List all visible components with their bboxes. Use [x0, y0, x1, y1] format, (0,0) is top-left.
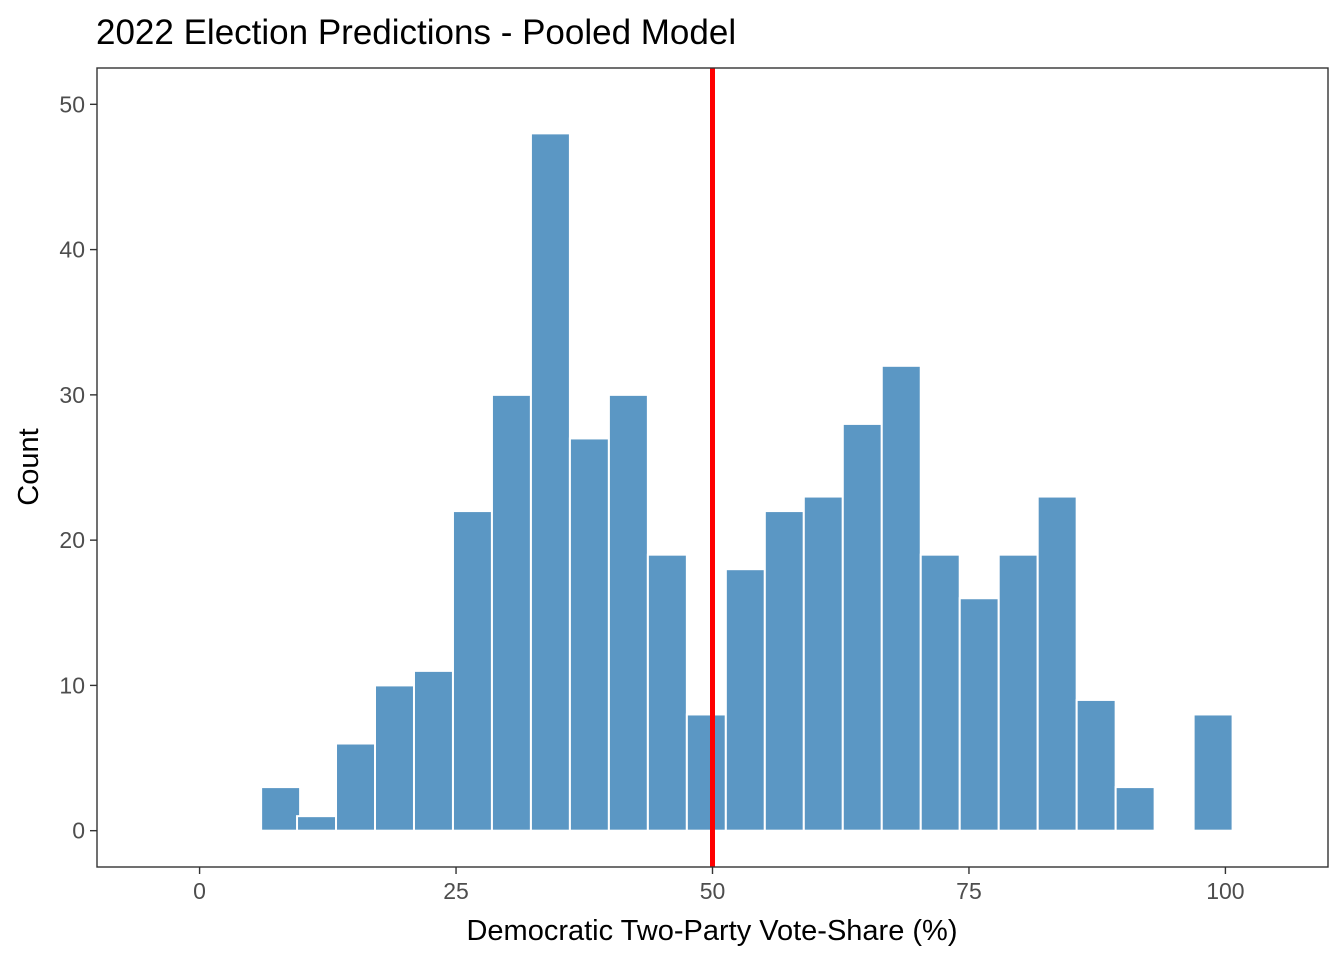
- x-axis: 0 25 50 75 100: [193, 867, 1245, 904]
- x-tick-label: 75: [956, 878, 982, 904]
- y-axis: 0 10 20 30 40 50: [59, 91, 97, 844]
- histogram-bar: [260, 786, 302, 832]
- y-tick-label: 30: [59, 382, 85, 408]
- histogram-bar: [1036, 495, 1078, 832]
- histogram-bar: [802, 495, 844, 832]
- histogram-bar: [607, 393, 649, 832]
- histogram-bar: [374, 684, 415, 832]
- histogram-bar: [724, 568, 766, 832]
- y-tick-label: 10: [59, 672, 85, 698]
- x-tick-label: 25: [443, 878, 469, 904]
- chart-title: 2022 Election Predictions - Pooled Model: [96, 13, 736, 52]
- histogram-bar: [997, 553, 1039, 832]
- x-tick-label: 100: [1206, 878, 1244, 904]
- histogram-bar: [529, 132, 571, 832]
- histogram-bar: [1192, 713, 1234, 832]
- plot-border: [96, 67, 1329, 868]
- y-tick-label: 40: [59, 237, 85, 263]
- x-tick-label: 50: [700, 878, 726, 904]
- histogram-bar: [568, 437, 610, 832]
- histogram-bar: [685, 713, 727, 832]
- y-tick-label: 20: [59, 527, 85, 553]
- y-tick-label: 50: [59, 91, 85, 117]
- histogram-bars: [260, 132, 1234, 832]
- histogram-bar: [763, 510, 805, 832]
- histogram-bar: [1114, 786, 1156, 832]
- histogram-bar: [841, 422, 883, 832]
- histogram-bar: [335, 742, 377, 832]
- histogram-bar: [296, 815, 338, 832]
- histogram-bar: [1075, 698, 1117, 832]
- y-axis-title: Count: [13, 428, 45, 505]
- histogram-bar: [412, 669, 454, 832]
- y-tick-label: 0: [72, 818, 85, 844]
- histogram-bar: [880, 364, 922, 832]
- x-tick-label: 0: [193, 878, 206, 904]
- histogram-bar: [451, 510, 493, 832]
- histogram-bar: [958, 597, 1000, 832]
- histogram-bar: [919, 553, 961, 832]
- histogram-bar: [490, 393, 532, 832]
- x-axis-title: Democratic Two-Party Vote-Share (%): [466, 915, 957, 947]
- histogram-bar: [646, 553, 688, 832]
